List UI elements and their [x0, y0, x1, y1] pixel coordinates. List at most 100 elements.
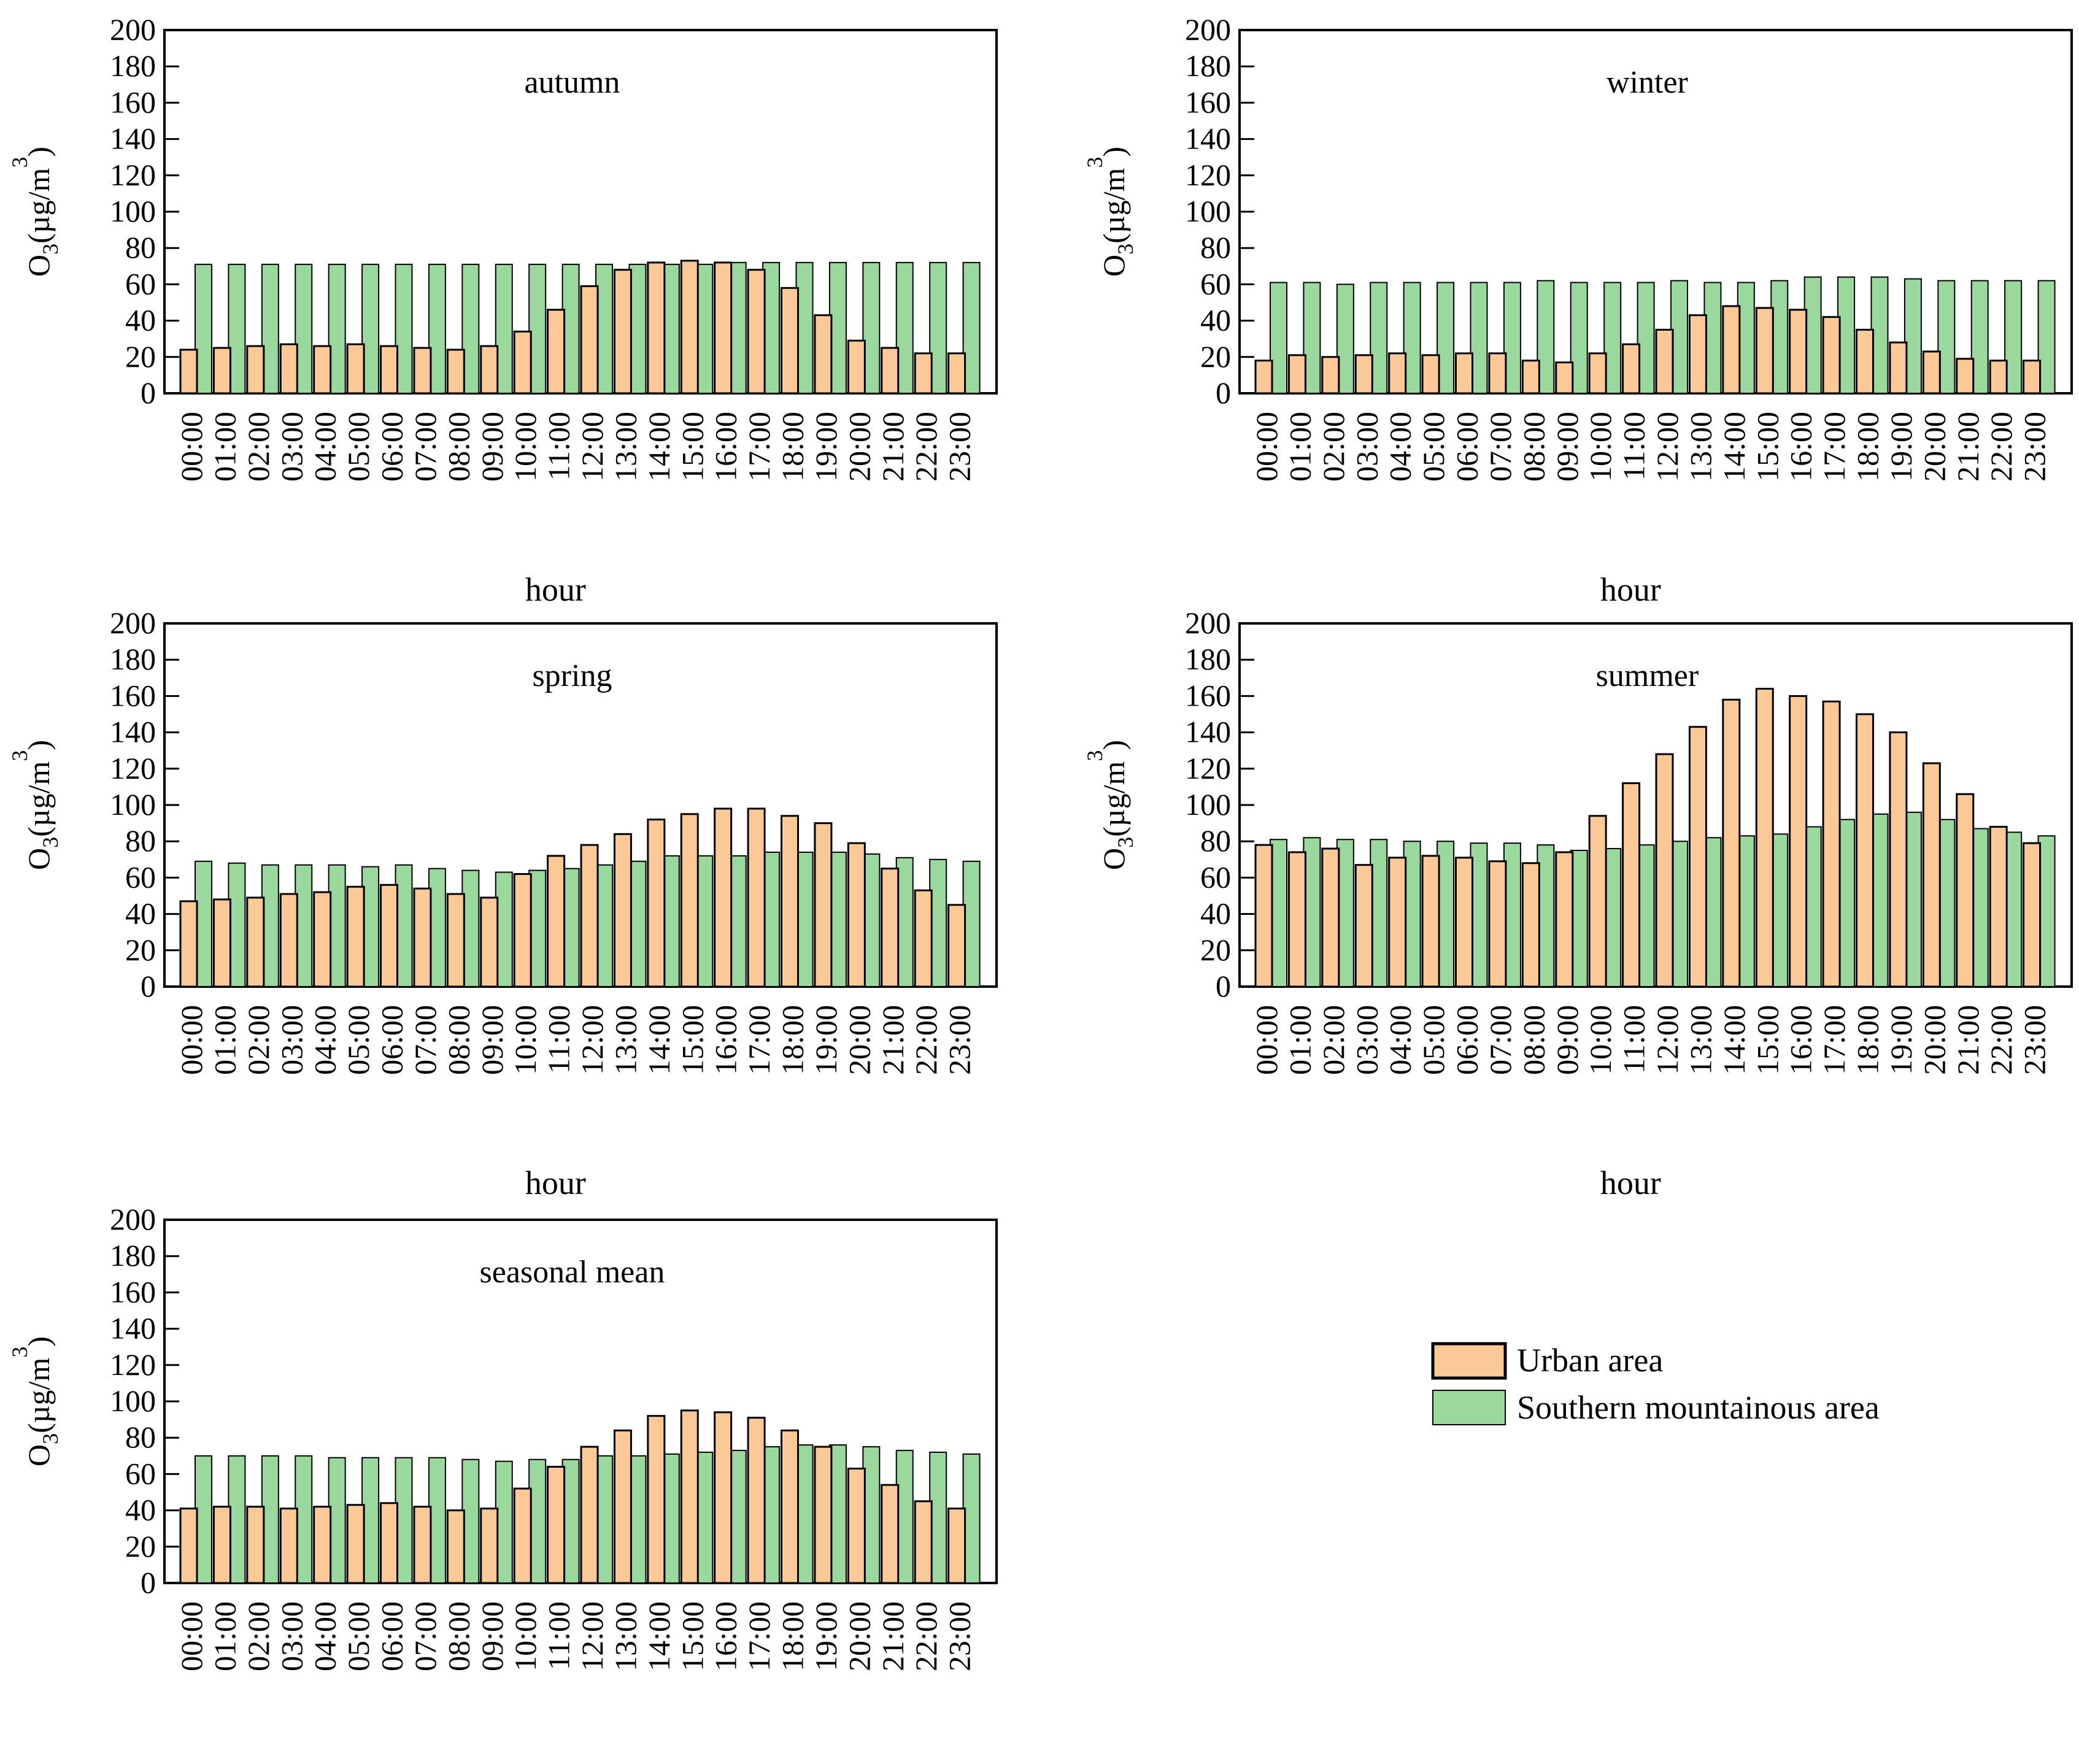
y-axis-label-part: (µg/m: [21, 1358, 56, 1433]
bar-urban: [781, 815, 799, 988]
x-tick-label: 09:00: [1550, 412, 1584, 482]
y-axis-label-part: (µg/m: [1097, 761, 1131, 837]
y-axis-label-part: 3: [1082, 750, 1107, 761]
x-tick-label: 03:00: [274, 1601, 309, 1671]
bar-urban: [446, 1509, 465, 1584]
chart-panel-0: 020406080100120140160180200O3(µg/m3)autu…: [7, 12, 998, 608]
x-axis-label: hour: [1600, 1165, 1661, 1201]
x-tick-label: 20:00: [1917, 1005, 1951, 1075]
x-tick-label: 07:00: [408, 412, 442, 482]
chart-panel-3: 020406080100120140160180200O3(µg/m3)summ…: [1082, 606, 2073, 1201]
bar-urban: [847, 1468, 866, 1584]
x-tick-label: 14:00: [642, 412, 676, 482]
bar-urban: [547, 1466, 566, 1584]
bar-urban: [914, 352, 933, 395]
x-tick-label: 22:00: [1984, 1005, 2018, 1075]
y-tick-label: 0: [1216, 376, 1231, 410]
x-tick-label: 13:00: [608, 1601, 642, 1671]
bar-urban: [1388, 857, 1407, 988]
y-tick-label: 40: [125, 1493, 156, 1527]
bar-mountain: [328, 1457, 346, 1584]
bar-urban: [647, 261, 666, 395]
y-axis-label-part: (µg/m: [21, 168, 56, 244]
y-tick-label: 160: [110, 678, 156, 712]
y-tick-label: 180: [110, 642, 156, 676]
x-tick-label: 19:00: [1884, 1005, 1918, 1075]
bar-urban: [1956, 793, 1975, 988]
y-tick-label: 20: [1200, 339, 1231, 374]
x-tick-label: 11:00: [542, 412, 576, 480]
bar-urban: [747, 269, 766, 395]
x-tick-label: 22:00: [909, 1005, 943, 1075]
x-tick-label: 05:00: [1416, 1005, 1451, 1075]
x-axis-label: hour: [1600, 571, 1661, 608]
x-tick-label: 12:00: [575, 412, 609, 482]
x-tick-label: 00:00: [174, 1601, 209, 1671]
x-tick-label: 15:00: [675, 1601, 709, 1671]
y-tick-label: 0: [141, 1565, 156, 1600]
x-tick-label: 10:00: [508, 1005, 542, 1075]
y-axis-label-part: (µg/m: [1097, 168, 1131, 244]
bar-urban: [1555, 361, 1574, 395]
bar-urban: [680, 260, 699, 395]
bar-urban: [680, 1409, 699, 1584]
bar-urban: [881, 868, 900, 988]
x-tick-label: 06:00: [375, 1601, 409, 1671]
bar-urban: [814, 822, 833, 988]
x-tick-label: 17:00: [1817, 412, 1851, 482]
bar-urban: [1688, 314, 1707, 395]
y-tick-label: 80: [125, 823, 156, 858]
bar-urban: [1354, 864, 1373, 988]
y-axis-label: O3(µg/m3): [7, 1336, 63, 1466]
bar-urban: [1688, 726, 1707, 988]
y-axis-label-part: ): [1097, 740, 1131, 750]
x-tick-label: 20:00: [1917, 412, 1951, 482]
x-tick-label: 16:00: [709, 1005, 743, 1075]
y-axis-label-part: (µg/m: [21, 761, 56, 837]
bar-urban: [1856, 328, 1874, 395]
bar-urban: [446, 349, 465, 395]
bar-urban: [580, 1446, 599, 1584]
bar-urban: [1521, 360, 1540, 395]
x-tick-label: 07:00: [408, 1005, 442, 1075]
panel-title: winter: [1606, 65, 1688, 100]
x-tick-label: 03:00: [1349, 1005, 1384, 1075]
y-axis-label-part: O: [1097, 848, 1131, 870]
bar-urban: [1822, 700, 1841, 988]
panel-title: spring: [532, 658, 612, 693]
bar-urban: [547, 309, 566, 395]
bar-urban: [714, 807, 733, 988]
bar-mountain: [1470, 282, 1488, 394]
y-tick-label: 60: [1200, 266, 1231, 301]
x-tick-label: 14:00: [642, 1005, 676, 1075]
x-tick-label: 17:00: [1817, 1005, 1851, 1075]
bar-urban: [1889, 341, 1908, 395]
y-tick-label: 180: [1185, 642, 1231, 676]
x-tick-label: 14:00: [642, 1601, 676, 1671]
bar-urban: [1321, 356, 1340, 395]
bar-urban: [1488, 860, 1507, 988]
bar-urban: [1287, 354, 1306, 395]
x-tick-label: 04:00: [308, 412, 342, 482]
y-tick-label: 100: [110, 194, 156, 228]
y-axis-label: O3(µg/m3): [1082, 147, 1138, 277]
x-tick-label: 21:00: [1951, 1005, 1985, 1075]
x-tick-label: 21:00: [876, 1601, 910, 1671]
y-tick-label: 160: [110, 1274, 156, 1309]
y-tick-label: 80: [125, 230, 156, 264]
x-tick-label: 15:00: [1750, 1005, 1784, 1075]
y-tick-label: 100: [110, 1384, 156, 1418]
y-axis-label-part: O: [21, 848, 56, 870]
bar-urban: [246, 896, 265, 988]
y-tick-label: 200: [110, 606, 156, 640]
x-tick-label: 02:00: [241, 1005, 276, 1075]
x-tick-label: 02:00: [1316, 412, 1351, 482]
x-tick-label: 23:00: [943, 1601, 977, 1671]
bar-urban: [346, 885, 365, 988]
x-tick-label: 20:00: [842, 412, 876, 482]
x-tick-label: 06:00: [375, 412, 409, 482]
x-tick-label: 19:00: [809, 1601, 843, 1671]
y-axis-label-part: ): [21, 147, 56, 157]
x-tick-label: 20:00: [842, 1005, 876, 1075]
y-tick-label: 100: [1185, 194, 1231, 228]
